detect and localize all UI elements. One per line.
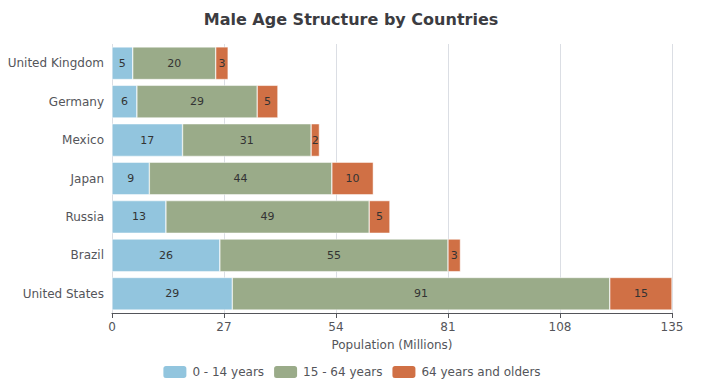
svg-text:United Kingdom: United Kingdom: [8, 56, 104, 70]
svg-text:135: 135: [661, 320, 684, 334]
svg-text:55: 55: [327, 249, 341, 262]
svg-text:29: 29: [190, 95, 204, 108]
svg-text:Japan: Japan: [70, 172, 104, 186]
svg-text:17: 17: [140, 134, 154, 147]
svg-text:15 - 64 years: 15 - 64 years: [303, 365, 382, 379]
svg-text:49: 49: [261, 210, 275, 223]
svg-text:20: 20: [167, 57, 181, 70]
svg-text:Mexico: Mexico: [62, 133, 104, 147]
svg-text:0 - 14 years: 0 - 14 years: [192, 365, 264, 379]
svg-text:81: 81: [440, 320, 455, 334]
svg-text:26: 26: [159, 249, 173, 262]
svg-text:29: 29: [165, 287, 179, 300]
svg-text:Russia: Russia: [65, 210, 104, 224]
svg-text:44: 44: [234, 172, 248, 185]
svg-text:31: 31: [240, 134, 254, 147]
svg-text:3: 3: [218, 57, 225, 70]
svg-text:108: 108: [549, 320, 572, 334]
svg-text:5: 5: [376, 210, 383, 223]
svg-text:Male Age Structure by Countrie: Male Age Structure by Countries: [204, 10, 499, 29]
svg-text:13: 13: [132, 210, 146, 223]
svg-text:United States: United States: [23, 287, 104, 301]
svg-text:5: 5: [264, 95, 271, 108]
svg-text:0: 0: [108, 320, 116, 334]
svg-text:6: 6: [121, 95, 128, 108]
svg-text:54: 54: [328, 320, 343, 334]
svg-text:15: 15: [634, 287, 648, 300]
svg-text:91: 91: [414, 287, 428, 300]
svg-text:64 years and olders: 64 years and olders: [421, 365, 540, 379]
svg-text:Population (Millions): Population (Millions): [331, 338, 452, 352]
svg-text:Germany: Germany: [49, 95, 104, 109]
svg-text:9: 9: [127, 172, 134, 185]
svg-text:Brazil: Brazil: [71, 248, 105, 262]
svg-text:5: 5: [119, 57, 126, 70]
svg-text:3: 3: [451, 249, 458, 262]
svg-text:10: 10: [346, 172, 360, 185]
svg-text:27: 27: [216, 320, 231, 334]
svg-text:2: 2: [312, 134, 319, 147]
